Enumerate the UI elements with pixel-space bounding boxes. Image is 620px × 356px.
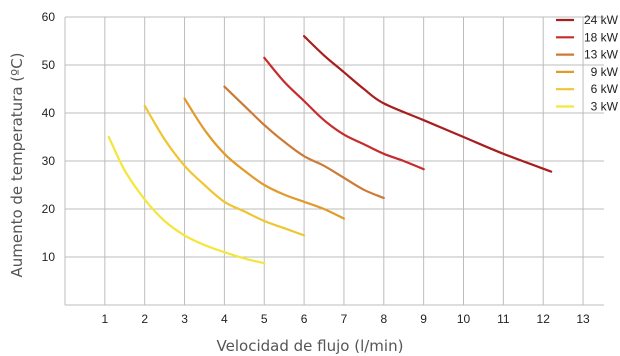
x-tick-label: 1: [102, 312, 109, 326]
y-tick-label: 10: [42, 250, 56, 264]
y-tick-label: 60: [42, 10, 56, 24]
legend-label: 24 kW: [584, 13, 619, 27]
x-tick-label: 7: [341, 312, 348, 326]
x-tick-label: 11: [497, 312, 510, 326]
legend-label: 18 kW: [584, 30, 619, 44]
x-tick-label: 5: [261, 312, 268, 326]
y-axis-label: Aumento de temperatura (ºC): [8, 52, 26, 277]
y-tick-label: 50: [42, 58, 56, 72]
legend-label: 3 kW: [591, 100, 619, 114]
legend-label: 13 kW: [584, 48, 619, 62]
x-tick-label: 2: [141, 312, 148, 326]
x-tick-label: 10: [457, 312, 471, 326]
x-tick-label: 3: [181, 312, 188, 326]
series-line-3-kw: [109, 137, 264, 263]
x-tick-label: 6: [301, 312, 308, 326]
x-tick-label: 12: [537, 312, 551, 326]
x-tick-label: 8: [380, 312, 387, 326]
series-lines: [109, 36, 551, 263]
y-tick-label: 30: [42, 154, 56, 168]
y-tick-label: 40: [42, 106, 56, 120]
series-line-24-kw: [304, 36, 551, 171]
y-tick-label: 20: [42, 202, 56, 216]
x-tick-label: 9: [420, 312, 427, 326]
legend-label: 9 kW: [591, 65, 619, 79]
x-tick-label: 13: [576, 312, 590, 326]
x-tick-label: 4: [221, 312, 228, 326]
legend: 24 kW 18 kW 13 kW 9 kW 6 kW 3 kW: [556, 13, 619, 114]
x-axis-label: Velocidad de flujo (l/min): [217, 337, 404, 355]
legend-label: 6 kW: [591, 82, 619, 96]
